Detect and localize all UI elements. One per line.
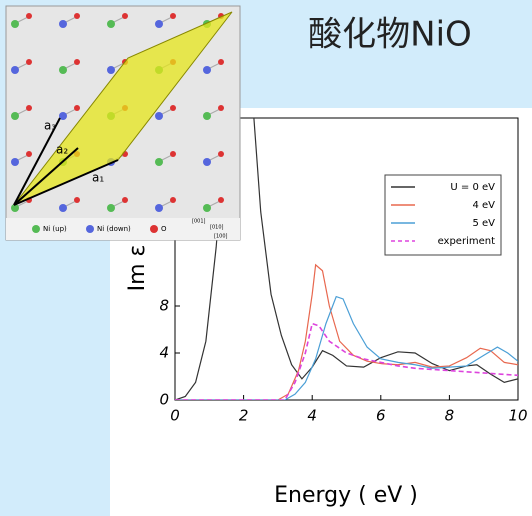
atom bbox=[155, 158, 163, 166]
atom bbox=[74, 105, 80, 111]
axis-glyph: [001] bbox=[192, 219, 205, 225]
atom bbox=[170, 105, 176, 111]
atom bbox=[11, 20, 19, 28]
vector-label: a₂ bbox=[56, 143, 68, 157]
x-tick-label: 6 bbox=[376, 407, 386, 425]
legend-atom bbox=[150, 225, 158, 233]
y-tick-label: 0 bbox=[159, 391, 169, 409]
atom bbox=[122, 13, 128, 19]
legend-label: U = 0 eV bbox=[450, 182, 495, 193]
atom bbox=[74, 13, 80, 19]
axis-glyph: [010] bbox=[210, 225, 223, 231]
atom bbox=[170, 197, 176, 203]
x-tick-label: 10 bbox=[508, 407, 527, 425]
atom bbox=[26, 105, 32, 111]
atom bbox=[122, 197, 128, 203]
atom bbox=[170, 151, 176, 157]
y-axis-label: Im ε bbox=[125, 245, 150, 292]
atom bbox=[218, 151, 224, 157]
x-tick-label: 0 bbox=[170, 407, 180, 425]
x-tick-label: 2 bbox=[239, 407, 249, 425]
atom bbox=[155, 204, 163, 212]
atom bbox=[11, 158, 19, 166]
atom bbox=[74, 197, 80, 203]
legend-atom bbox=[32, 225, 40, 233]
atom bbox=[107, 204, 115, 212]
atom bbox=[155, 112, 163, 120]
x-tick-label: 4 bbox=[307, 407, 317, 425]
vector-label: a₁ bbox=[92, 171, 104, 185]
atom bbox=[203, 112, 211, 120]
figure-legend-label: Ni (down) bbox=[97, 225, 131, 233]
slide-title: 酸化物NiO bbox=[308, 15, 472, 55]
atom bbox=[74, 59, 80, 65]
vector-label: a₃ bbox=[44, 119, 56, 133]
legend-label: experiment bbox=[438, 236, 496, 247]
legend-label: 4 eV bbox=[472, 200, 495, 211]
atom bbox=[11, 112, 19, 120]
x-axis-label: Energy ( eV ) bbox=[274, 483, 418, 508]
atom bbox=[218, 105, 224, 111]
atom bbox=[107, 66, 115, 74]
atom bbox=[59, 66, 67, 74]
atom bbox=[26, 13, 32, 19]
atom bbox=[218, 197, 224, 203]
atom bbox=[203, 158, 211, 166]
atom bbox=[170, 13, 176, 19]
y-tick-label: 8 bbox=[159, 297, 169, 315]
figure-legend-label: Ni (up) bbox=[43, 225, 67, 233]
legend-label: 5 eV bbox=[472, 218, 495, 229]
atom bbox=[107, 20, 115, 28]
atom bbox=[203, 204, 211, 212]
x-tick-label: 8 bbox=[445, 407, 455, 425]
atom bbox=[59, 20, 67, 28]
atom bbox=[59, 204, 67, 212]
crystal-figure: a₃ a₂ a₁ Ni (up) Ni (down) O [001] [010]… bbox=[6, 6, 240, 240]
legend-atom bbox=[86, 225, 94, 233]
slide: 酸化物NiO 0 2 4 6 8 10 0 4 8 Energy ( eV ) Im ε U = 0 … bbox=[0, 0, 532, 516]
figure-legend-label: O bbox=[161, 225, 167, 233]
atom bbox=[203, 66, 211, 74]
atom bbox=[26, 151, 32, 157]
atom bbox=[218, 59, 224, 65]
atom bbox=[26, 59, 32, 65]
atom bbox=[155, 20, 163, 28]
y-tick-label: 4 bbox=[159, 344, 169, 362]
axis-glyph: [100] bbox=[214, 234, 227, 240]
atom bbox=[11, 66, 19, 74]
